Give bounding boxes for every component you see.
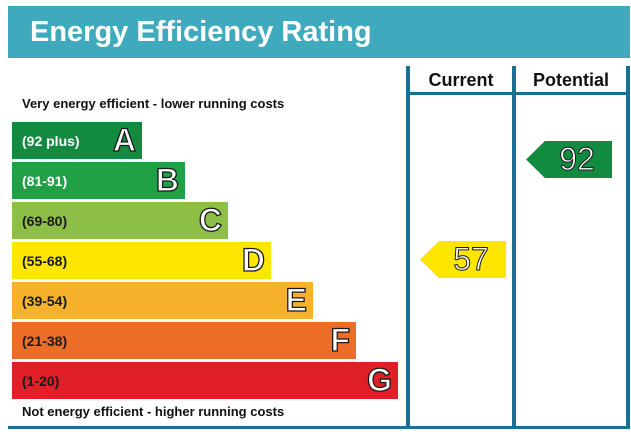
band-letter: C: [198, 201, 222, 238]
band-range-label: (21-38): [22, 332, 68, 349]
divider-middle: [512, 66, 516, 428]
caption-top: Very energy efficient - lower running co…: [22, 96, 285, 111]
band-range-label: (81-91): [22, 172, 68, 189]
band-b: (81-91) B: [12, 161, 185, 199]
potential-rating-arrow: 92: [526, 141, 612, 178]
caption-bottom: Not energy efficient - higher running co…: [22, 404, 285, 419]
band-g: (1-20) G: [12, 361, 398, 399]
band-c: (69-80) C: [12, 201, 228, 239]
band-letter: E: [285, 281, 308, 318]
bottom-rule: [8, 426, 630, 429]
band-range-label: (1-20): [22, 372, 60, 389]
column-header-potential: Potential: [532, 69, 609, 90]
column-header-current: Current: [428, 69, 494, 90]
divider-right: [626, 66, 630, 428]
band-d: (55-68) D: [12, 241, 271, 279]
band-letter: G: [366, 361, 392, 398]
column-header-rule: [408, 92, 630, 95]
band-letter: B: [155, 161, 179, 198]
band-letter: D: [241, 241, 265, 278]
band-e: (39-54) E: [12, 281, 313, 319]
band-a: (92 plus) A: [12, 121, 142, 159]
header-title: Energy Efficiency Rating: [8, 6, 630, 58]
band-range-label: (92 plus): [22, 132, 80, 149]
band-letter: A: [112, 121, 136, 158]
divider-left: [406, 66, 410, 428]
band-range-label: (39-54): [22, 292, 68, 309]
band-f: (21-38) F: [12, 321, 356, 359]
band-range-label: (55-68): [22, 252, 68, 269]
potential-rating-value: 92: [559, 141, 596, 178]
current-rating-arrow: 57: [420, 241, 506, 278]
band-letter: F: [330, 321, 351, 358]
current-rating-value: 57: [453, 241, 490, 278]
band-range-label: (69-80): [22, 212, 68, 229]
